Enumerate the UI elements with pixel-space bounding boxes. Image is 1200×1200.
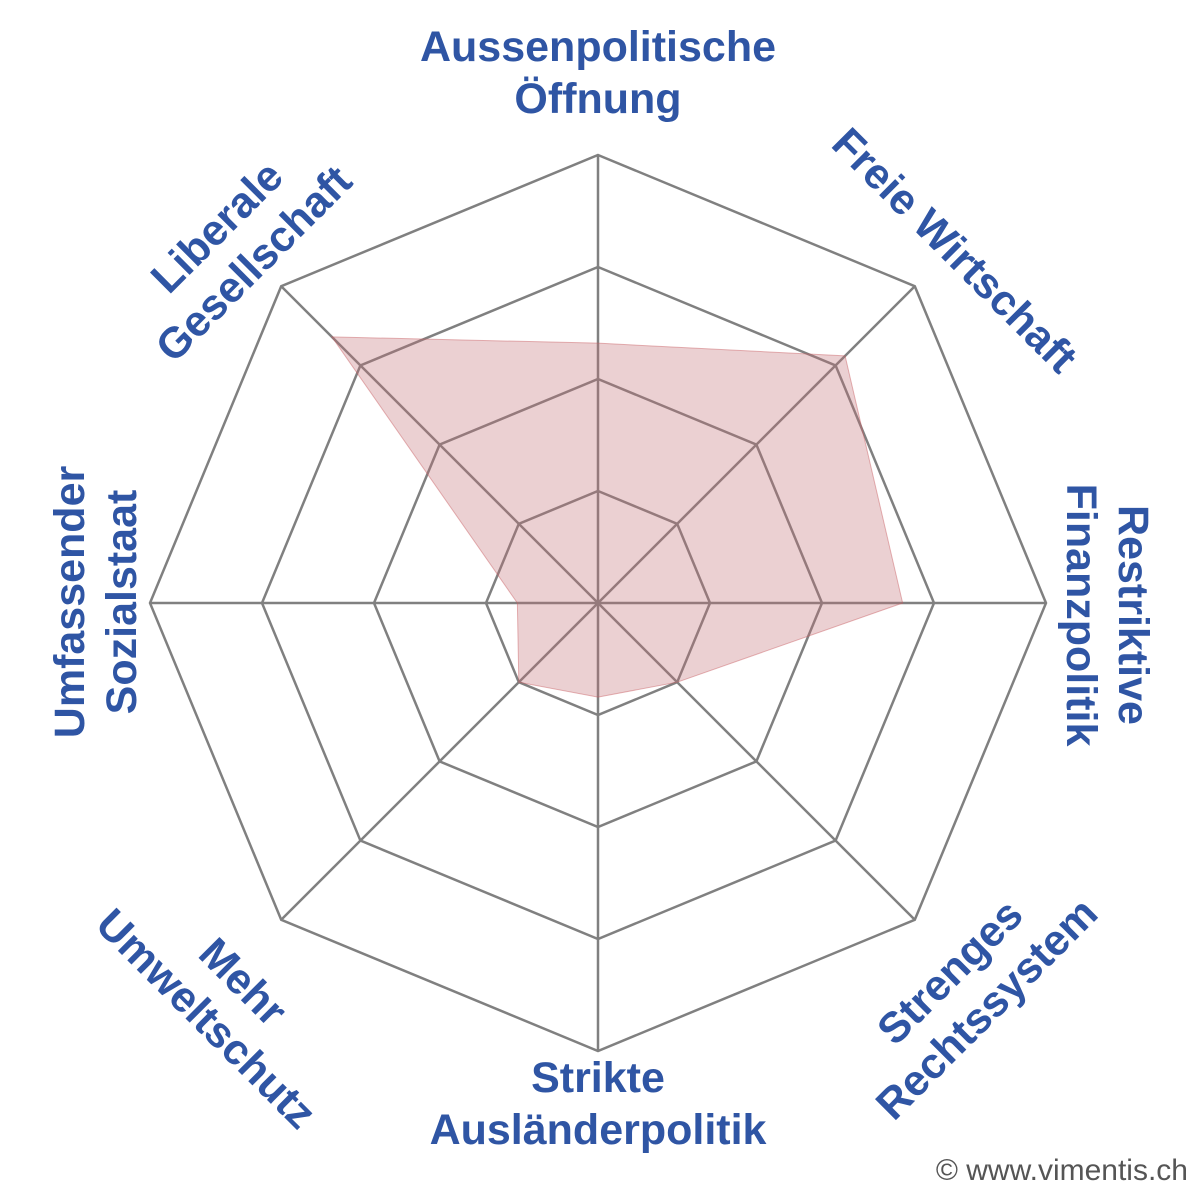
- axis-spoke-2: [597, 285, 916, 604]
- axis-label-2: Freie Wirtschaft: [823, 119, 1086, 382]
- axis-label-6-line-2: Umweltschutz: [87, 900, 325, 1138]
- axis-label-5-line-1: Strikte: [531, 1054, 665, 1102]
- axis-label-7: Umfassender Sozialstaat: [46, 466, 146, 739]
- axis-label-5-line-2: Ausländerpolitik: [430, 1106, 767, 1154]
- axis-label-2-line-1: Freie Wirtschaft: [823, 119, 1086, 382]
- axis-spoke-4: [597, 602, 916, 921]
- axis-label-3-line-2: Finanzpolitik: [1057, 484, 1105, 747]
- axis-spoke-6: [280, 602, 599, 921]
- radar-grid: [148, 153, 1048, 1053]
- axis-label-1-line-1: Aussenpolitische: [420, 23, 776, 71]
- axis-label-7-line-1: Umfassender: [46, 466, 94, 739]
- axis-label-1-line-2: Öffnung: [514, 75, 681, 123]
- axis-label-7-line-2: Sozialstaat: [98, 490, 146, 715]
- copyright-credit: © www.vimentis.ch: [936, 1154, 1188, 1187]
- profile-area: [330, 336, 904, 698]
- radar-data-layer: [330, 336, 904, 698]
- axis-label-3-line-1: Restriktive: [1109, 505, 1157, 725]
- axis-spoke-8: [280, 285, 599, 604]
